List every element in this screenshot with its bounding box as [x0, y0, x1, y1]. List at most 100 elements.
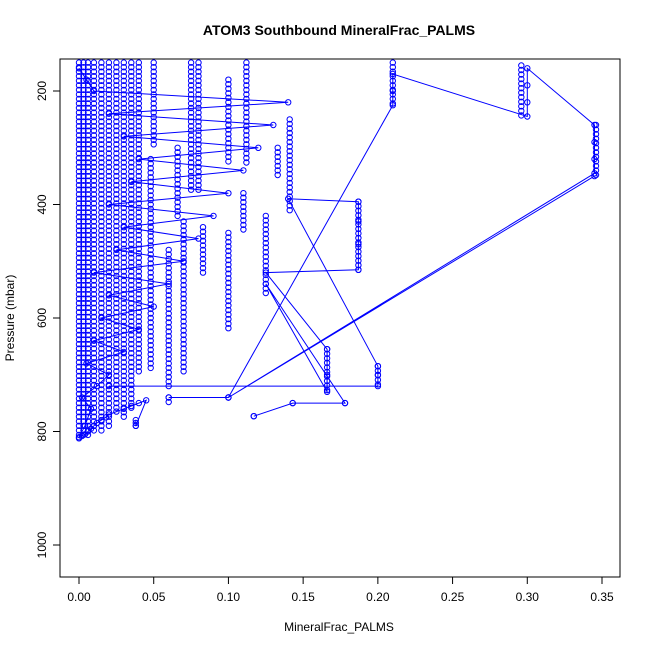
column-point	[262, 267, 269, 274]
column-point	[80, 195, 87, 203]
y-axis-label: Pressure (mbar)	[3, 275, 17, 362]
column-point	[286, 120, 293, 128]
column-point	[75, 127, 83, 134]
column-point	[165, 301, 172, 308]
column-point	[225, 306, 232, 314]
column-point	[90, 154, 98, 162]
column-point	[90, 209, 98, 216]
column-point	[195, 163, 202, 171]
column-point	[90, 227, 98, 234]
column-point	[135, 322, 143, 330]
column-point	[80, 123, 87, 130]
column-point	[84, 313, 92, 321]
column-point	[135, 300, 143, 307]
column-point	[113, 277, 120, 284]
column-point	[128, 150, 135, 157]
column-point	[75, 345, 83, 352]
column-point	[90, 59, 98, 66]
column-point	[90, 422, 98, 429]
column-point	[225, 270, 232, 277]
column-point	[84, 172, 92, 180]
column-point	[113, 381, 120, 389]
column-point	[80, 291, 87, 298]
column-point	[174, 190, 181, 197]
column-point	[84, 86, 92, 94]
column-point	[187, 109, 195, 116]
column-point	[187, 136, 195, 144]
column-point	[286, 197, 293, 205]
column-point	[225, 108, 232, 115]
column-point	[105, 250, 113, 257]
column-point	[90, 218, 98, 225]
column-point	[147, 246, 154, 254]
column-point	[84, 127, 92, 134]
column-point	[262, 235, 269, 242]
column-point	[90, 286, 98, 293]
column-point	[135, 136, 143, 144]
column-point	[187, 168, 195, 175]
column-point	[84, 113, 92, 121]
column-point	[90, 64, 98, 71]
column-point	[262, 289, 269, 297]
column-point	[113, 300, 120, 307]
column-point	[75, 295, 83, 302]
column-point	[80, 109, 87, 116]
column-point	[120, 245, 128, 253]
column-point	[174, 158, 181, 165]
column-point	[128, 77, 135, 85]
column-point	[105, 395, 113, 402]
column-point	[147, 165, 154, 172]
column-point	[90, 340, 98, 348]
column-point	[113, 154, 120, 162]
column-point	[90, 313, 98, 321]
y-tick-label: 200	[35, 81, 49, 101]
column-point	[98, 263, 105, 271]
column-point	[84, 195, 92, 203]
column-point	[135, 254, 143, 261]
column-point	[225, 126, 232, 133]
column-point	[80, 218, 87, 225]
column-point	[105, 327, 113, 334]
column-point	[75, 277, 83, 284]
column-point	[105, 268, 113, 275]
column-point	[128, 186, 135, 193]
column-point	[355, 257, 362, 264]
column-point	[90, 204, 98, 212]
column-point	[84, 331, 92, 339]
column-point	[84, 222, 92, 230]
column-point	[374, 372, 382, 379]
column-point	[355, 221, 362, 228]
column-point	[518, 85, 525, 92]
column-point	[374, 363, 382, 370]
column-point	[286, 179, 293, 187]
column-point	[84, 136, 92, 144]
column-point	[187, 77, 195, 85]
column-point	[84, 186, 92, 193]
column-point	[120, 399, 128, 407]
column-point	[199, 242, 207, 249]
column-point	[75, 418, 83, 425]
column-point	[84, 154, 92, 162]
column-point	[225, 275, 232, 282]
column-point	[135, 231, 143, 239]
x-tick-label: 0.00	[67, 590, 91, 604]
column-point	[75, 254, 83, 261]
column-point	[180, 218, 187, 225]
column-point	[389, 73, 396, 80]
column-point	[80, 113, 87, 121]
column-point	[120, 172, 128, 180]
column-point	[180, 254, 187, 261]
column-point	[84, 427, 92, 434]
column-point	[75, 331, 83, 339]
column-point	[90, 413, 98, 420]
column-point	[113, 291, 120, 298]
column-point	[98, 231, 105, 239]
y-axis: 200 400 600 800 1000	[35, 81, 61, 558]
column-point	[98, 359, 105, 366]
column-point	[323, 355, 331, 362]
column-point	[128, 336, 135, 343]
column-point	[147, 228, 154, 235]
column-point	[120, 154, 128, 162]
column-point	[150, 64, 157, 71]
column-point	[592, 126, 600, 133]
